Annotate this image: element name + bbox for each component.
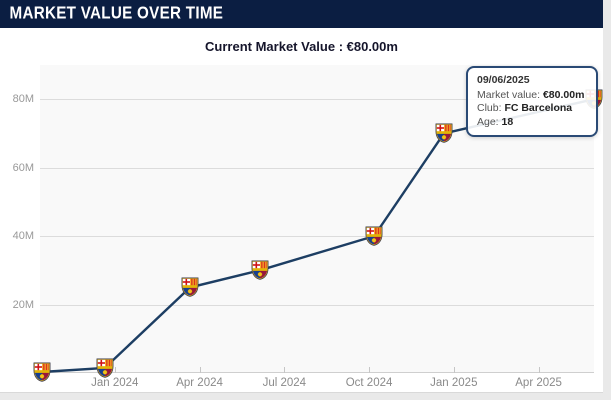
x-axis-tick: [538, 367, 540, 373]
x-axis-tick: [199, 367, 201, 373]
fc-barcelona-crest-icon[interactable]: [96, 358, 114, 378]
fc-barcelona-crest-icon[interactable]: [365, 226, 383, 246]
tooltip-market-value: Market value: €80.00m: [477, 88, 585, 101]
gridline: [40, 167, 594, 169]
fc-barcelona-crest-icon[interactable]: [181, 277, 199, 298]
y-axis-label: 40M: [12, 230, 34, 243]
x-axis-label: Jul 2024: [262, 377, 307, 389]
x-axis-label: Apr 2025: [515, 377, 562, 389]
tooltip-age: Age: 18: [477, 115, 514, 128]
tooltip-club: Club: FC Barcelona: [477, 102, 573, 114]
x-axis-line: [40, 372, 594, 373]
section-header: MARKET VALUE OVER TIME: [0, 0, 603, 28]
x-axis-label: Jan 2024: [91, 377, 139, 389]
y-axis-label: 20M: [12, 298, 34, 311]
y-axis-label: 80M: [12, 93, 34, 106]
fc-barcelona-crest-icon[interactable]: [251, 260, 269, 281]
x-axis-tick: [453, 367, 455, 373]
tooltip-date: 09/06/2025: [477, 74, 530, 86]
x-axis-tick: [284, 367, 286, 373]
gridline: [40, 236, 594, 238]
y-axis-label: 60M: [12, 161, 34, 174]
x-axis-label: Oct 2024: [345, 377, 393, 389]
gridline: [40, 304, 594, 306]
fc-barcelona-crest-icon[interactable]: [33, 362, 51, 382]
chart-tooltip: 09/06/2025 Market value: €80.00m Club: F…: [466, 66, 598, 137]
fc-barcelona-crest-icon[interactable]: [435, 123, 453, 144]
x-axis-label: Jan 2025: [430, 377, 478, 389]
section-title: MARKET VALUE OVER TIME: [9, 3, 224, 23]
market-value-card: MARKET VALUE OVER TIME Current Market Va…: [0, 0, 603, 393]
current-market-value-text: Current Market Value : €80.00m: [205, 39, 398, 54]
gridline: [40, 99, 594, 101]
x-axis-tick: [114, 367, 116, 373]
x-axis-tick: [369, 367, 371, 373]
x-axis-label: Apr 2024: [176, 377, 223, 389]
